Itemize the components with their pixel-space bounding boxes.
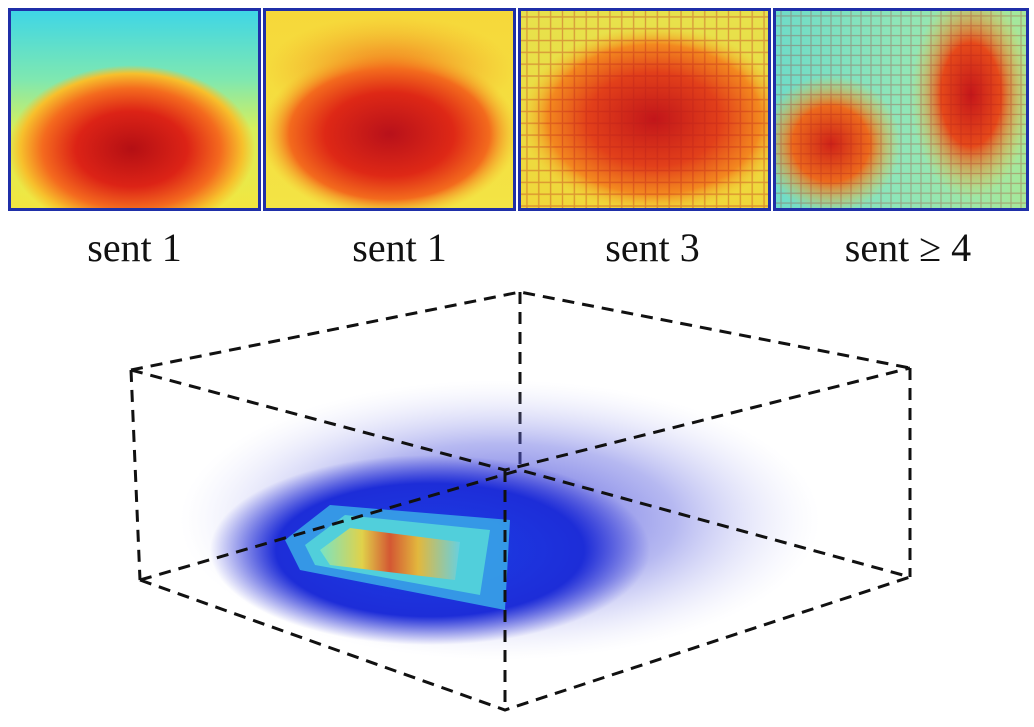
volume-cube [0, 280, 1034, 727]
heatmap-panel-1 [8, 8, 261, 211]
panel-label-1: sent 1 [87, 225, 182, 270]
heatmap-panel-2 [263, 8, 516, 211]
heatmap-panel-4 [773, 8, 1029, 211]
panel-label-3: sent 3 [605, 225, 700, 270]
heatmap-panel-3 [518, 8, 771, 211]
panel-label-4: sent ≥ 4 [844, 225, 972, 270]
heatmap-row: sent 1 sent 1 sent 3 sent ≥ 4 [0, 0, 1034, 280]
panel-label-2: sent 1 [352, 225, 447, 270]
